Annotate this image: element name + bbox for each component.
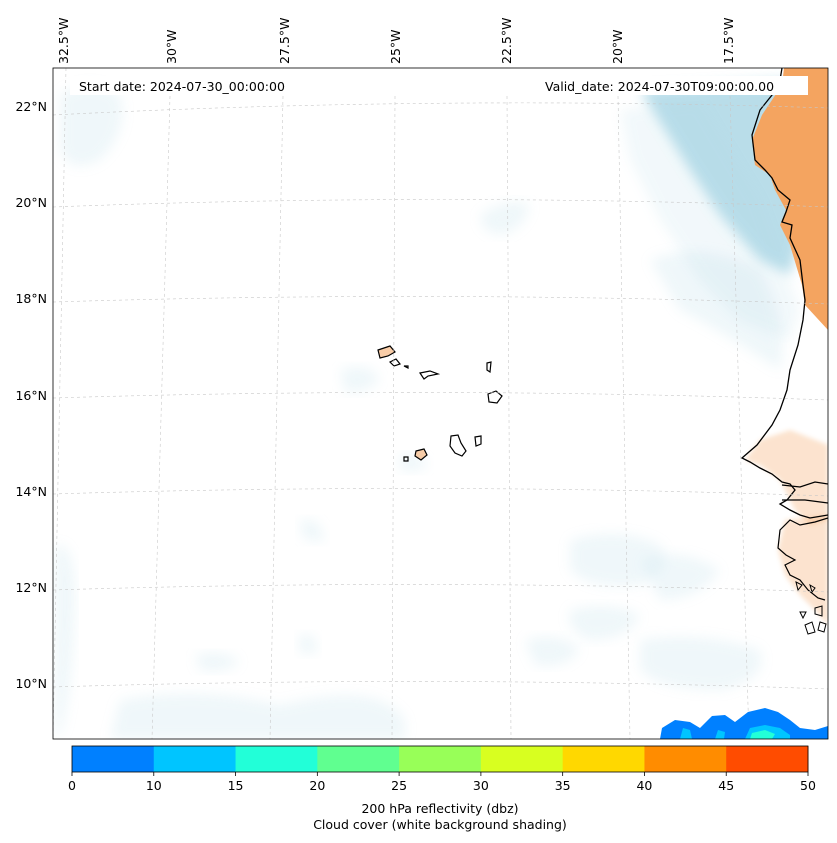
island-santo-antao bbox=[377, 345, 396, 359]
start-date-box bbox=[70, 76, 318, 95]
lon-label: 30°W bbox=[164, 29, 179, 64]
lat-label: 22°N bbox=[15, 99, 47, 114]
lon-label: 20°W bbox=[610, 29, 625, 64]
lat-label: 20°N bbox=[15, 195, 47, 210]
graticule bbox=[53, 68, 828, 739]
colorbar: 0 10 15 20 25 30 35 40 45 50 bbox=[68, 745, 816, 793]
valid-date-label: Valid_date: 2024-07-30T09:00:00.00 bbox=[545, 79, 774, 94]
colorbar-segment bbox=[235, 746, 318, 772]
guinea-bissau-coast bbox=[777, 517, 828, 601]
island-sal bbox=[486, 361, 492, 374]
island-brava bbox=[403, 456, 409, 462]
colorbar-tick-label: 0 bbox=[68, 778, 76, 793]
colorbar-tick-label: 15 bbox=[228, 778, 244, 793]
colorbar-tick-label: 50 bbox=[800, 778, 816, 793]
colorbar-tick-label: 25 bbox=[391, 778, 407, 793]
africa-land-north bbox=[752, 68, 828, 330]
colorbar-segment bbox=[399, 746, 482, 772]
lat-label: 16°N bbox=[15, 388, 47, 403]
reflectivity-band-15-20 bbox=[750, 730, 775, 739]
lat-label: 10°N bbox=[15, 676, 47, 691]
start-date-label: Start date: 2024-07-30_00:00:00 bbox=[79, 79, 285, 94]
lat-label: 12°N bbox=[15, 580, 47, 595]
island-fogo bbox=[414, 448, 428, 461]
colorbar-tick-label: 35 bbox=[555, 778, 571, 793]
colorbar-segment bbox=[317, 746, 400, 772]
map-frame bbox=[52, 67, 829, 740]
coastal-cloud-haze bbox=[620, 100, 800, 340]
lon-label: 32.5°W bbox=[56, 18, 71, 64]
lon-label: 25°W bbox=[388, 29, 403, 64]
valid-date-box bbox=[540, 76, 808, 95]
island-santiago bbox=[449, 434, 467, 457]
lon-label: 22.5°W bbox=[499, 18, 514, 64]
bijagos-islands bbox=[795, 581, 827, 635]
africa-land-senegal bbox=[745, 430, 828, 525]
colorbar-segment bbox=[153, 746, 237, 772]
longitude-labels: 32.5°W 30°W 27.5°W 25°W 22.5°W 20°W 17.5… bbox=[56, 18, 736, 64]
cape-verde-islands bbox=[377, 345, 503, 462]
colorbar-frame bbox=[71, 745, 809, 773]
colorbar-tick-label: 20 bbox=[309, 778, 325, 793]
island-sao-nicolau bbox=[419, 370, 441, 380]
colorbar-segment bbox=[726, 746, 809, 772]
island-maio bbox=[474, 435, 482, 447]
gambia-river bbox=[781, 481, 828, 504]
island-santa-luzia bbox=[403, 365, 409, 369]
colorbar-segment bbox=[480, 746, 564, 772]
map-panel: Start date: 2024-07-30_00:00:00 Valid_da… bbox=[53, 68, 828, 739]
reflectivity-band-0-10 bbox=[660, 708, 828, 739]
colorbar-segment bbox=[644, 746, 727, 772]
colorbar-tick-label: 45 bbox=[718, 778, 734, 793]
island-boa-vista bbox=[487, 390, 503, 404]
latitude-labels: 22°N 20°N 18°N 16°N 14°N 12°N 10°N bbox=[15, 99, 47, 691]
african-coastline bbox=[740, 68, 828, 519]
lon-label: 17.5°W bbox=[721, 18, 736, 64]
colorbar-tick-label: 30 bbox=[473, 778, 489, 793]
lat-label: 14°N bbox=[15, 484, 47, 499]
colorbar-segment bbox=[72, 746, 155, 772]
colorbar-sublabel: Cloud cover (white background shading) bbox=[313, 817, 567, 832]
lat-label: 18°N bbox=[15, 291, 47, 306]
lon-label: 27.5°W bbox=[277, 18, 292, 64]
reflectivity-echo bbox=[660, 708, 828, 739]
colorbar-tick-label: 10 bbox=[146, 778, 162, 793]
colorbar-tick-label: 40 bbox=[636, 778, 652, 793]
africa-land-south bbox=[778, 515, 828, 625]
colorbar-label: 200 hPa reflectivity (dbz) bbox=[361, 801, 519, 816]
colorbar-segment bbox=[562, 746, 645, 772]
